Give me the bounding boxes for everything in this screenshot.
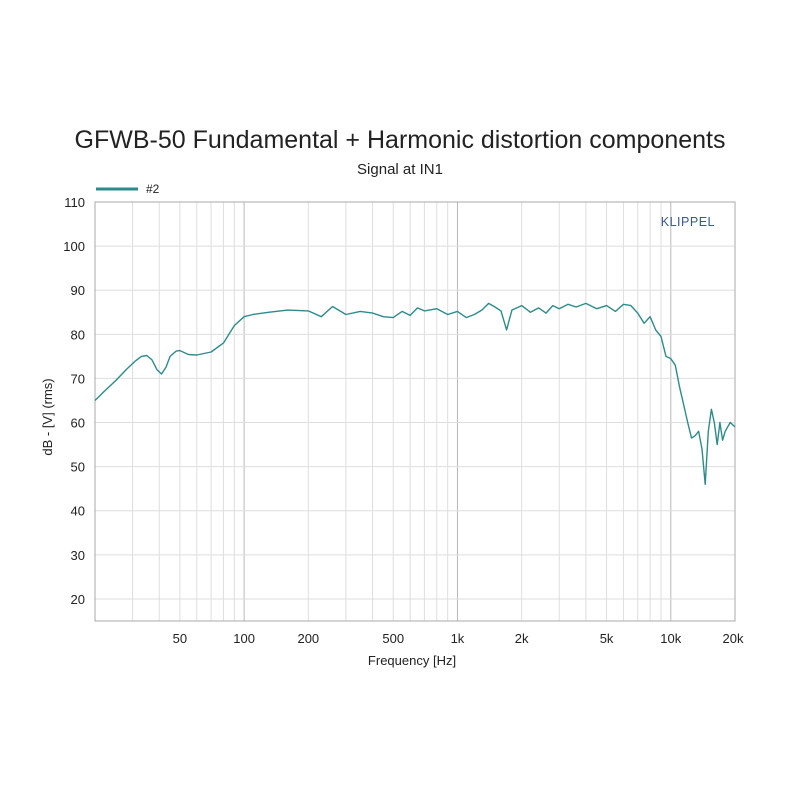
x-tick-label: 50 [173, 631, 187, 646]
legend-label: #2 [146, 182, 160, 196]
y-tick-label: 90 [71, 283, 85, 298]
y-tick-labels: 20 30 40 50 60 70 80 90 100 110 [63, 195, 85, 607]
x-tick-label: 100 [233, 631, 255, 646]
brand-watermark: KLIPPEL [661, 215, 715, 229]
y-axis-label: dB - [V] (rms) [40, 378, 55, 455]
y-tick-label: 30 [71, 548, 85, 563]
grid [95, 201, 735, 621]
chart-title: GFWB-50 Fundamental + Harmonic distortio… [75, 126, 726, 154]
y-tick-label: 40 [71, 504, 85, 519]
series-line-2 [94, 302, 736, 485]
chart-subtitle: Signal at IN1 [357, 161, 443, 178]
x-axis-label: Frequency [Hz] [368, 653, 456, 668]
y-tick-label: 80 [71, 327, 85, 342]
x-tick-label: 2k [515, 631, 529, 646]
x-tick-label: 20k [723, 631, 744, 646]
y-tick-label: 110 [64, 195, 85, 210]
y-tick-label: 50 [71, 460, 85, 475]
x-tick-labels: 50 100 200 500 1k 2k 5k 10k 20k [173, 631, 744, 646]
y-tick-label: 100 [63, 239, 85, 254]
y-tick-label: 20 [71, 592, 85, 607]
legend: #2 [96, 182, 160, 196]
x-tick-label: 1k [451, 631, 465, 646]
y-tick-label: 60 [71, 416, 85, 431]
x-tick-label: 5k [600, 631, 614, 646]
y-tick-label: 70 [71, 371, 85, 386]
plot-area [94, 201, 736, 622]
x-tick-label: 10k [660, 631, 681, 646]
x-tick-label: 500 [382, 631, 404, 646]
x-tick-label: 200 [297, 631, 319, 646]
